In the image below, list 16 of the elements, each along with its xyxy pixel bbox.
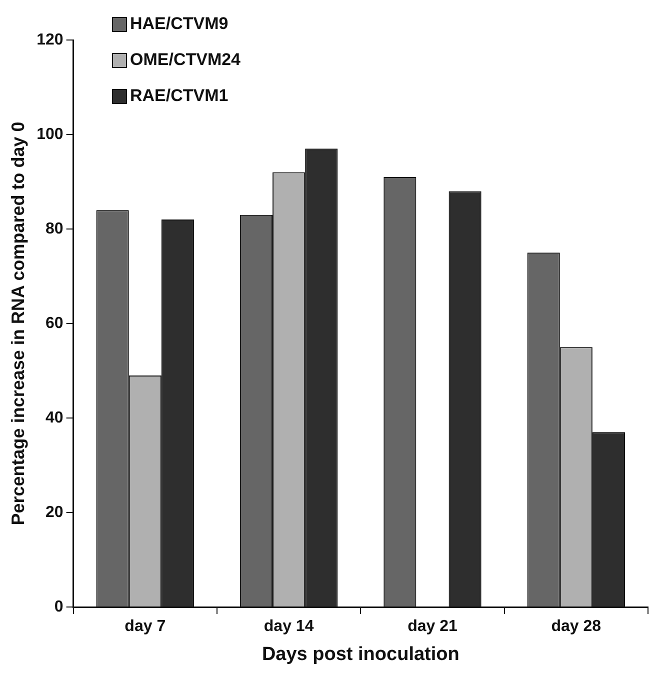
y-axis-title: Percentage increase in RNA compared to day 0 bbox=[8, 122, 28, 526]
y-tick-label: 120 bbox=[36, 31, 64, 48]
y-tick-label: 40 bbox=[46, 409, 64, 426]
y-tick-label: 20 bbox=[46, 504, 64, 521]
y-tick-label: 0 bbox=[54, 598, 64, 616]
x-axis-title: Days post inoculation bbox=[262, 644, 460, 665]
legend-label: HAE/CTVM9 bbox=[130, 14, 228, 34]
y-tick-label: 60 bbox=[46, 314, 64, 332]
legend-label: OME/CTVM24 bbox=[130, 50, 241, 70]
x-tick-label: day 21 bbox=[408, 618, 458, 636]
x-tick-label: day 7 bbox=[124, 618, 166, 636]
x-tick-label: day 28 bbox=[551, 618, 602, 636]
y-tick-label: 80 bbox=[46, 220, 64, 238]
x-tick-label: day 14 bbox=[264, 618, 314, 636]
legend-label: RAE/CTVM1 bbox=[130, 86, 228, 106]
y-tick-label: 100 bbox=[36, 126, 64, 143]
